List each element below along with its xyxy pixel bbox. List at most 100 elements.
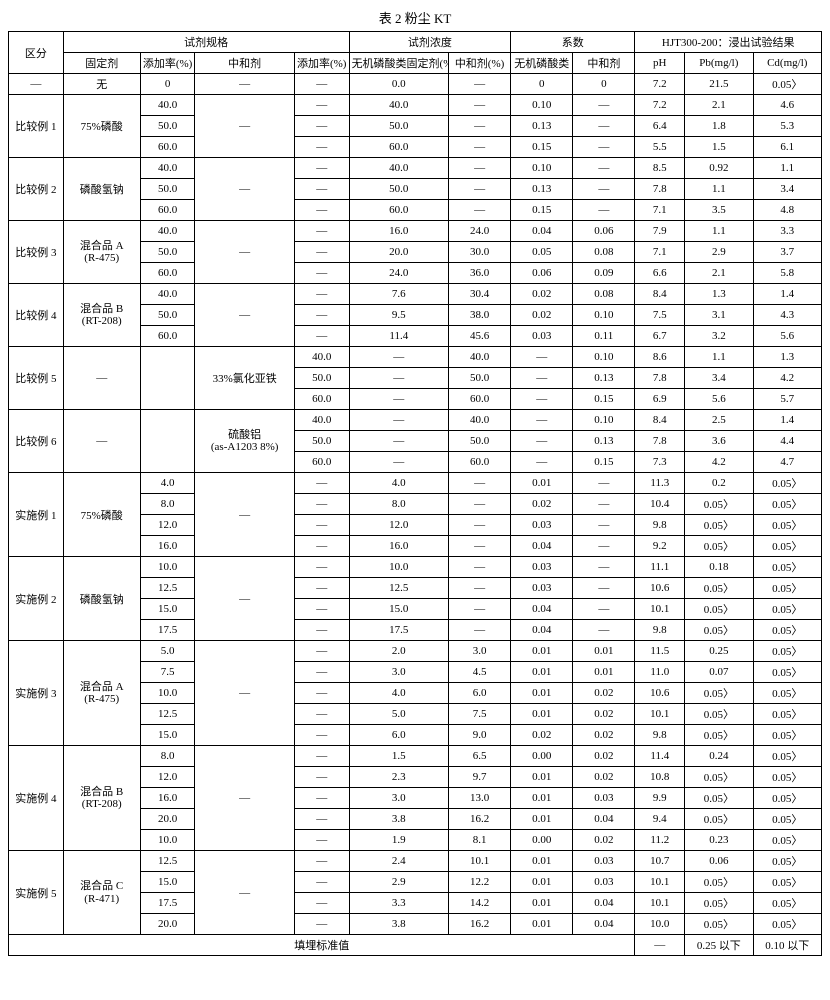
cell: 14.2	[449, 893, 511, 914]
cell: 1.4	[753, 284, 822, 305]
cell: —	[573, 95, 635, 116]
cell: 40.0	[449, 347, 511, 368]
cell: 0.03	[511, 326, 573, 347]
cell: 比较例 3	[9, 221, 64, 284]
cell: 10.1	[635, 893, 685, 914]
cell: 10.0	[349, 557, 448, 578]
cell: 0.03	[573, 851, 635, 872]
cell: 13.0	[449, 788, 511, 809]
hdr-cd: Cd(mg/l)	[753, 53, 822, 74]
cell: —	[195, 746, 294, 851]
cell: —	[294, 284, 349, 305]
cell: 40.0	[140, 221, 195, 242]
cell: 1.1	[753, 158, 822, 179]
cell: —	[195, 641, 294, 746]
cell: 16.2	[449, 809, 511, 830]
cell: —	[294, 200, 349, 221]
cell: 4.7	[753, 452, 822, 473]
cell: —	[449, 536, 511, 557]
cell: 0.01	[511, 809, 573, 830]
cell: 7.5	[449, 704, 511, 725]
cell: 10.1	[635, 599, 685, 620]
cell: 6.7	[635, 326, 685, 347]
cell: —	[294, 473, 349, 494]
cell: —	[294, 662, 349, 683]
cell: 混合品 C(R-471)	[63, 851, 140, 935]
cell: 0.05〉	[685, 578, 753, 599]
cell: 20.0	[349, 242, 448, 263]
cell: 4.4	[753, 431, 822, 452]
cell: 8.6	[635, 347, 685, 368]
cell: 0.05〉	[753, 494, 822, 515]
cell: 0.05〉	[753, 704, 822, 725]
cell: 9.8	[635, 515, 685, 536]
cell: 7.8	[635, 368, 685, 389]
cell: 50.0	[449, 431, 511, 452]
cell: 0.15	[511, 137, 573, 158]
cell: 4.0	[140, 473, 195, 494]
cell: 0.18	[685, 557, 753, 578]
cell: —	[511, 452, 573, 473]
cell: 12.5	[140, 851, 195, 872]
cell: —	[511, 410, 573, 431]
cell: 0.03	[573, 788, 635, 809]
cell: 60.0	[449, 452, 511, 473]
cell: —	[449, 158, 511, 179]
cell: 比较例 5	[9, 347, 64, 410]
cell: 50.0	[349, 179, 448, 200]
cell: 1.1	[685, 347, 753, 368]
cell: 10.1	[635, 704, 685, 725]
cell: —	[294, 179, 349, 200]
cell: 60.0	[449, 389, 511, 410]
cell: 6.4	[635, 116, 685, 137]
cell: —	[63, 410, 140, 473]
cell: 7.8	[635, 431, 685, 452]
table-title: 表 2 粉尘 KT	[8, 8, 822, 27]
cell: —	[449, 515, 511, 536]
table-row: 比较例 4混合品 B(RT-208)40.0——7.630.40.020.088…	[9, 284, 822, 305]
cell: 7.1	[635, 242, 685, 263]
cell: —	[449, 200, 511, 221]
cell: 3.0	[449, 641, 511, 662]
cell: 12.2	[449, 872, 511, 893]
hdr-inorg: 无机磷酸类	[511, 53, 573, 74]
cell: 0.24	[685, 746, 753, 767]
cell: —	[195, 473, 294, 557]
cell: —	[449, 599, 511, 620]
cell: —	[511, 431, 573, 452]
cell: 0.00	[511, 746, 573, 767]
cell: 40.0	[449, 410, 511, 431]
cell: 3.7	[753, 242, 822, 263]
cell: 1.5	[685, 137, 753, 158]
cell: 0.04	[573, 914, 635, 935]
cell: 33%氯化亚铁	[195, 347, 294, 410]
cell: 6.0	[449, 683, 511, 704]
cell: 0.2	[685, 473, 753, 494]
cell: 实施例 4	[9, 746, 64, 851]
cell: —	[573, 200, 635, 221]
cell: 7.2	[635, 95, 685, 116]
cell: —	[573, 473, 635, 494]
cell: 0.05〉	[685, 788, 753, 809]
cell: 0.92	[685, 158, 753, 179]
cell: 15.0	[140, 725, 195, 746]
cell: 0.05〉	[753, 809, 822, 830]
cell: 17.5	[349, 620, 448, 641]
cell: 0.05〉	[753, 725, 822, 746]
cell: 5.7	[753, 389, 822, 410]
cell: 0.04	[573, 893, 635, 914]
cell: 9.8	[635, 620, 685, 641]
cell: —	[449, 74, 511, 95]
cell: 实施例 5	[9, 851, 64, 935]
cell: 0.05〉	[753, 851, 822, 872]
cell: 75%磷酸	[63, 473, 140, 557]
cell: 4.3	[753, 305, 822, 326]
cell: 0.25	[685, 641, 753, 662]
cell: 45.6	[449, 326, 511, 347]
cell: 10.6	[635, 683, 685, 704]
cell: 21.5	[685, 74, 753, 95]
cell: 2.5	[685, 410, 753, 431]
cell: —	[449, 473, 511, 494]
cell: 3.5	[685, 200, 753, 221]
cell: 1.4	[753, 410, 822, 431]
